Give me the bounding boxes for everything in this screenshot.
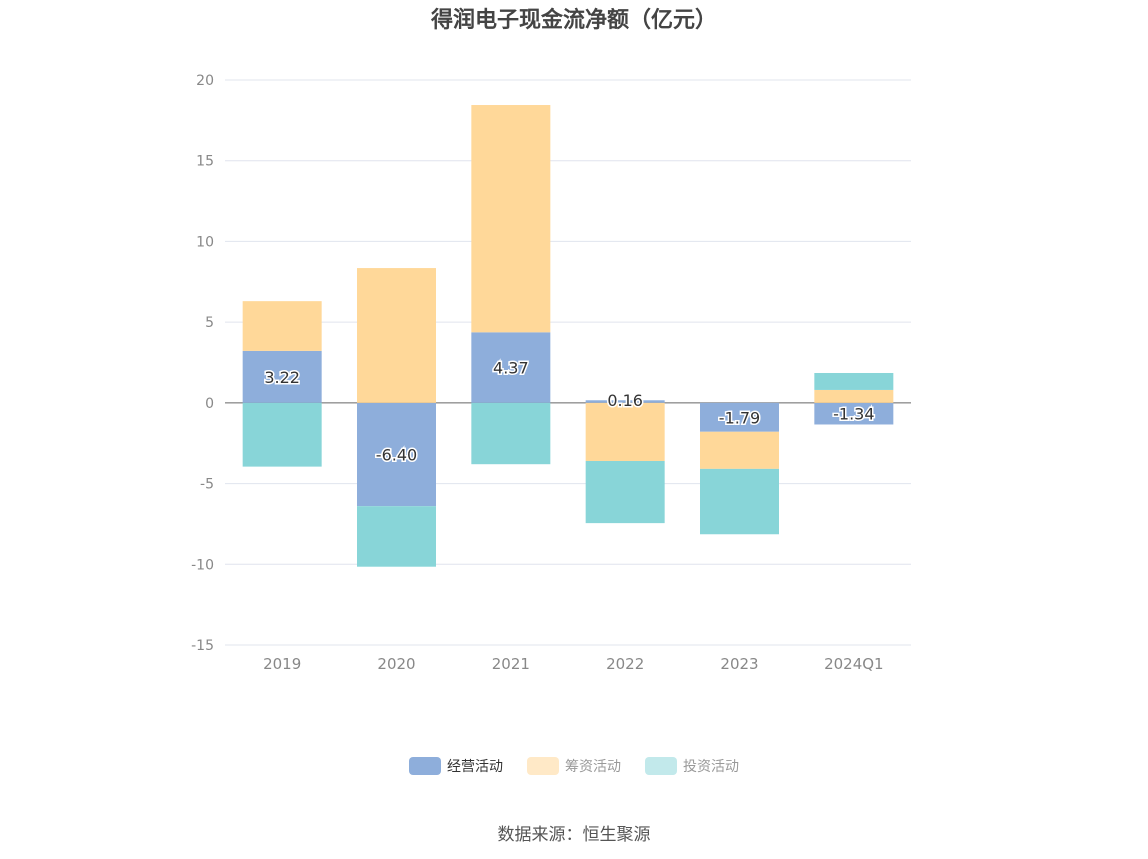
legend-item-financing[interactable]: 筹资活动: [527, 756, 621, 776]
y-tick-label: 15: [196, 154, 214, 170]
bar-financing: [585, 402, 665, 461]
chart-title: 得润电子现金流净额（亿元）: [430, 8, 717, 33]
source-note: 数据来源：恒生聚源: [497, 825, 651, 845]
y-tick-label: 10: [196, 234, 214, 250]
legend-label: 投资活动: [683, 759, 739, 775]
bar-operating: [585, 400, 665, 403]
y-tick-label: 0: [205, 396, 214, 412]
bar-operating: [700, 402, 779, 432]
bar-investing: [242, 402, 322, 467]
bar-investing: [471, 402, 551, 465]
bar-investing: [700, 468, 779, 535]
y-tick-label: -15: [191, 638, 214, 654]
x-tick-label: 2022: [606, 655, 644, 673]
bar-investing: [585, 460, 665, 524]
bar-financing: [700, 431, 779, 469]
bar-operating: [242, 350, 322, 403]
y-tick-label: -5: [200, 477, 214, 493]
data-label: 3.22: [264, 368, 300, 387]
bar-investing: [814, 372, 894, 390]
legend-label: 经营活动: [447, 759, 503, 775]
legend-item-investing[interactable]: 投资活动: [645, 756, 739, 776]
x-tick-label: 2019: [263, 655, 301, 673]
bar-financing: [471, 105, 551, 333]
y-tick-label: 5: [205, 315, 214, 331]
bar-operating: [814, 402, 894, 425]
y-tick-label: 20: [196, 73, 214, 89]
bar-operating: [357, 402, 436, 507]
y-tick-label: -10: [191, 557, 214, 573]
chart-plot: 20 15 10 5 0 -5 -10 -15 2019 2020 2021 2022 2023 2024…: [191, 73, 911, 673]
legend-swatch: [527, 757, 559, 775]
bar-investing: [357, 506, 436, 567]
bar-financing: [814, 389, 894, 403]
x-tick-label: 2024Q1: [824, 655, 884, 673]
data-label: -6.40: [376, 446, 417, 465]
data-label: -1.34: [833, 405, 874, 424]
legend-label: 筹资活动: [565, 759, 621, 775]
legend-swatch: [645, 757, 677, 775]
data-label: 0.16: [607, 391, 643, 410]
x-tick-label: 2021: [492, 655, 530, 673]
bar-financing: [357, 268, 436, 403]
legend: 经营活动 筹资活动 投资活动: [0, 756, 1148, 776]
legend-item-operating[interactable]: 经营活动: [409, 756, 503, 776]
data-label: 4.37: [493, 359, 529, 378]
bar-financing: [242, 301, 322, 351]
x-tick-label: 2020: [377, 655, 415, 673]
data-label: -1.79: [719, 408, 760, 427]
x-tick-label: 2023: [720, 655, 758, 673]
bar-operating: [471, 332, 551, 403]
legend-swatch: [409, 757, 441, 775]
